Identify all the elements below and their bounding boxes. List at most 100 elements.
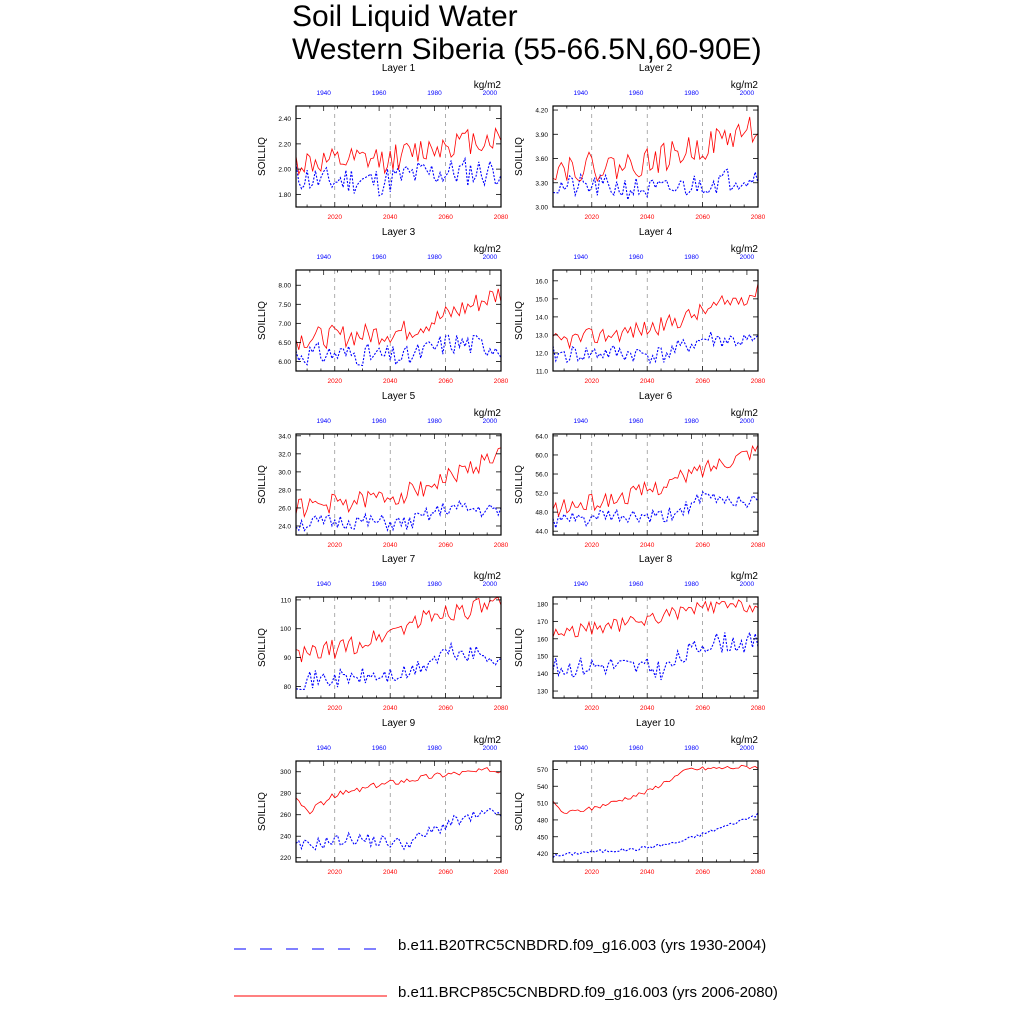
legend-entry-historical: b.e11.B20TRC5CNBDRD.f09_g16.003 (yrs 193… (232, 937, 832, 961)
y-tick-label: 280 (280, 791, 291, 798)
plot-frame (295, 433, 502, 536)
y-tick-label: 110 (281, 597, 292, 604)
chart-panel-layer-8: Layer 8 kg/m2 SOILLIQ 130 140 150 160 170 180 202… (514, 554, 766, 712)
plot-frame (552, 433, 759, 536)
series-line-historical (295, 156, 502, 197)
x-top-tick-label: 2000 (483, 581, 498, 588)
x-bottom-tick-label: 2040 (640, 542, 655, 549)
x-bottom-tick-label: 2020 (585, 542, 600, 549)
x-bottom-tick-label: 2020 (328, 378, 343, 385)
series-line-future (295, 127, 502, 176)
x-top-tick-label: 1980 (684, 254, 699, 261)
x-top-tick-label: 2000 (740, 90, 755, 97)
y-tick-label: 2.40 (278, 116, 291, 123)
x-bottom-tick-label: 2020 (328, 705, 343, 712)
y-axis-label: SOILLIQ (514, 628, 525, 667)
x-top-tick-label: 1960 (629, 418, 644, 425)
y-tick-label: 30.0 (278, 469, 291, 476)
panel-title: Layer 8 (639, 554, 673, 565)
x-bottom-tick-label: 2060 (695, 705, 710, 712)
x-bottom-tick-label: 2040 (383, 705, 398, 712)
x-bottom-tick-label: 2060 (438, 214, 453, 221)
x-top-tick-label: 2000 (483, 745, 498, 752)
plot-frame (295, 596, 502, 699)
x-top-tick-label: 2000 (740, 254, 755, 261)
x-top-tick-label: 1940 (573, 254, 588, 261)
x-bottom-tick-label: 2080 (494, 378, 509, 385)
units-label: kg/m2 (731, 571, 759, 582)
title-line-1: Soil Liquid Water (292, 0, 518, 33)
y-tick-label: 14.0 (535, 314, 548, 321)
x-bottom-tick-label: 2040 (383, 869, 398, 876)
legend-entry-future: b.e11.BRCP85C5CNBDRD.f09_g16.003 (yrs 20… (232, 984, 832, 1008)
x-bottom-tick-label: 2080 (751, 869, 766, 876)
x-top-tick-label: 1980 (427, 418, 442, 425)
panel-title: Layer 9 (382, 718, 416, 729)
y-tick-label: 3.30 (535, 180, 548, 187)
y-tick-label: 260 (280, 812, 291, 819)
plot-frame (552, 760, 759, 863)
y-tick-label: 100 (280, 626, 291, 633)
x-top-tick-label: 1980 (427, 745, 442, 752)
y-axis-label: SOILLIQ (257, 465, 268, 504)
chart-panel-layer-6: Layer 6 kg/m2 SOILLIQ 44.0 48.0 52.0 56.0 60.0 6… (514, 391, 766, 549)
series-line-historical (295, 641, 502, 691)
x-bottom-tick-label: 2080 (751, 705, 766, 712)
x-bottom-tick-label: 2040 (383, 214, 398, 221)
units-label: kg/m2 (474, 244, 502, 255)
series-line-future (552, 283, 759, 350)
chart-panel-layer-9: Layer 9 kg/m2 SOILLIQ 220 240 260 280 300 2020 20… (257, 718, 509, 876)
x-top-tick-label: 2000 (483, 254, 498, 261)
y-tick-label: 140 (537, 671, 548, 678)
y-tick-label: 170 (537, 619, 548, 626)
x-bottom-tick-label: 2020 (585, 378, 600, 385)
series-line-future (552, 116, 759, 183)
units-label: kg/m2 (731, 80, 759, 91)
y-tick-label: 60.0 (535, 452, 548, 459)
x-top-tick-label: 1940 (316, 581, 331, 588)
series-line-future (295, 447, 502, 518)
y-tick-label: 450 (537, 834, 548, 841)
x-bottom-tick-label: 2060 (695, 542, 710, 549)
y-tick-label: 220 (280, 855, 291, 862)
x-top-tick-label: 1960 (372, 745, 387, 752)
panel-title: Layer 2 (639, 63, 673, 74)
x-bottom-tick-label: 2080 (494, 214, 509, 221)
chart-panel-layer-5: Layer 5 kg/m2 SOILLIQ 24.0 26.0 28.0 30.0 32.0 3… (257, 391, 509, 549)
y-tick-label: 2.20 (278, 141, 291, 148)
x-top-tick-label: 1980 (684, 418, 699, 425)
x-top-tick-label: 1980 (427, 581, 442, 588)
y-tick-label: 3.60 (535, 156, 548, 163)
units-label: kg/m2 (731, 244, 759, 255)
series-line-historical (552, 630, 759, 681)
series-line-historical (552, 812, 759, 858)
x-top-tick-label: 1960 (629, 90, 644, 97)
panel-title: Layer 5 (382, 391, 416, 402)
y-tick-label: 48.0 (535, 510, 548, 517)
panel-title: Layer 3 (382, 227, 416, 238)
x-bottom-tick-label: 2020 (328, 542, 343, 549)
plot-frame (552, 105, 759, 208)
x-bottom-tick-label: 2040 (640, 214, 655, 221)
y-tick-label: 12.0 (535, 350, 548, 357)
x-bottom-tick-label: 2080 (494, 869, 509, 876)
y-axis-label: SOILLIQ (514, 465, 525, 504)
x-top-tick-label: 1940 (316, 254, 331, 261)
x-top-tick-label: 1940 (573, 581, 588, 588)
y-axis-label: SOILLIQ (257, 137, 268, 176)
y-tick-label: 6.50 (278, 340, 291, 347)
plot-frame (295, 760, 502, 863)
x-bottom-tick-label: 2060 (695, 378, 710, 385)
y-tick-label: 13.0 (535, 332, 548, 339)
x-top-tick-label: 1960 (629, 254, 644, 261)
units-label: kg/m2 (731, 735, 759, 746)
x-bottom-tick-label: 2020 (585, 705, 600, 712)
x-top-tick-label: 1940 (316, 418, 331, 425)
y-tick-label: 52.0 (535, 491, 548, 498)
series-line-future (552, 599, 759, 638)
panel-title: Layer 1 (382, 63, 416, 74)
x-top-tick-label: 1940 (316, 90, 331, 97)
x-top-tick-label: 2000 (740, 745, 755, 752)
x-bottom-tick-label: 2040 (640, 869, 655, 876)
x-top-tick-label: 1980 (427, 254, 442, 261)
